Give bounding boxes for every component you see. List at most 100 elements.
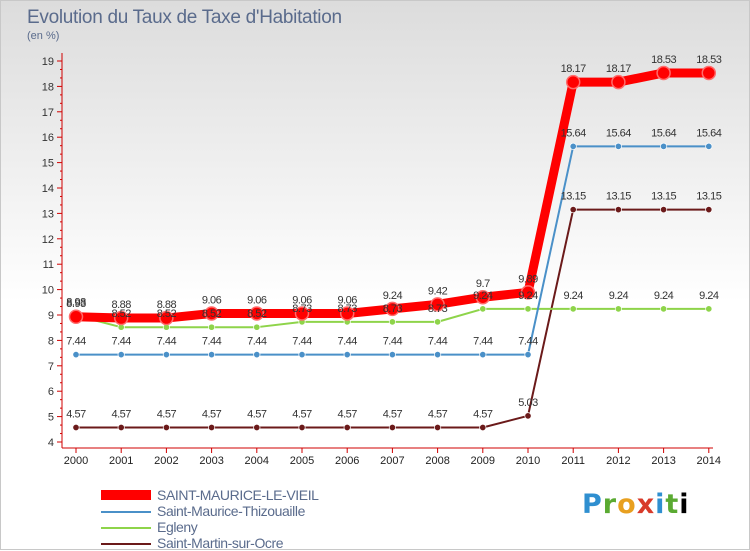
legend-swatch bbox=[101, 527, 151, 529]
data-point bbox=[208, 323, 216, 331]
data-point bbox=[339, 306, 355, 321]
data-label: 7.44 bbox=[337, 336, 357, 348]
y-tick-label: 9 bbox=[48, 310, 54, 322]
y-tick-label: 10 bbox=[42, 285, 54, 297]
data-point bbox=[162, 351, 170, 359]
data-label: 9.06 bbox=[247, 294, 267, 306]
x-tick-label: 2006 bbox=[335, 455, 359, 467]
data-point bbox=[430, 297, 445, 312]
data-point bbox=[117, 351, 125, 359]
data-label: 15.64 bbox=[651, 127, 676, 139]
x-tick-label: 2010 bbox=[516, 455, 540, 467]
data-label: 18.17 bbox=[561, 63, 586, 75]
data-point bbox=[72, 351, 80, 359]
data-label: 4.57 bbox=[157, 409, 177, 421]
y-tick-label: 19 bbox=[42, 56, 54, 68]
data-label: 5.03 bbox=[518, 397, 538, 409]
data-label: 9.42 bbox=[428, 285, 448, 297]
data-point bbox=[614, 142, 622, 150]
x-tick-label: 2004 bbox=[245, 455, 269, 467]
data-label: 4.57 bbox=[247, 409, 267, 421]
data-point bbox=[117, 423, 125, 432]
chart-title: Evolution du Taux de Taxe d'Habitation bbox=[27, 7, 342, 28]
x-tick-label: 2005 bbox=[290, 455, 314, 467]
data-label: 4.57 bbox=[66, 409, 86, 421]
data-point bbox=[113, 310, 129, 326]
data-point bbox=[388, 351, 396, 359]
data-label: 15.64 bbox=[606, 127, 631, 139]
data-label: 8.52 bbox=[247, 308, 267, 320]
data-point bbox=[253, 323, 261, 331]
data-point bbox=[611, 74, 626, 90]
data-label: 7.44 bbox=[247, 336, 267, 348]
y-tick-label: 7 bbox=[48, 361, 54, 373]
x-tick-label: 2011 bbox=[561, 455, 585, 467]
data-label: 8.98 bbox=[66, 297, 86, 309]
data-point bbox=[614, 305, 622, 313]
data-label: 4.57 bbox=[428, 409, 448, 421]
x-tick-label: 2013 bbox=[651, 455, 675, 467]
data-label: 15.64 bbox=[561, 127, 586, 139]
x-tick-label: 2007 bbox=[380, 455, 404, 467]
x-tick-label: 2014 bbox=[697, 455, 721, 467]
data-label: 9.89 bbox=[518, 273, 538, 285]
data-point bbox=[434, 318, 442, 326]
data-point bbox=[208, 423, 216, 432]
data-point bbox=[385, 301, 400, 317]
data-label: 9.06 bbox=[202, 294, 222, 306]
data-label: 4.57 bbox=[111, 409, 131, 421]
data-label: 8.73 bbox=[292, 303, 312, 315]
y-tick-label: 17 bbox=[42, 107, 54, 119]
data-label: 4.57 bbox=[473, 409, 493, 421]
data-point bbox=[524, 351, 532, 359]
data-label: 4.57 bbox=[337, 409, 357, 421]
data-label: 9.24 bbox=[654, 290, 674, 302]
data-label: 9.24 bbox=[473, 290, 493, 302]
data-point bbox=[705, 142, 713, 150]
data-point bbox=[660, 305, 668, 313]
legend-swatch bbox=[101, 490, 151, 500]
x-tick-label: 2000 bbox=[64, 455, 88, 467]
data-point bbox=[479, 423, 487, 432]
chart-subtitle: (en %) bbox=[27, 30, 60, 42]
data-label: 9.24 bbox=[609, 290, 629, 302]
data-point bbox=[343, 351, 351, 359]
data-label: 8.73 bbox=[383, 303, 403, 315]
y-tick-label: 11 bbox=[43, 259, 54, 271]
data-point bbox=[660, 142, 668, 150]
data-point bbox=[569, 206, 577, 214]
data-label: 8.52 bbox=[202, 308, 222, 320]
data-point bbox=[298, 423, 306, 432]
y-tick-label: 5 bbox=[48, 412, 54, 424]
data-label: 8.73 bbox=[337, 303, 357, 315]
data-label: 8.52 bbox=[111, 308, 131, 320]
x-tick-label: 2003 bbox=[199, 455, 223, 467]
data-point bbox=[253, 423, 261, 432]
x-tick-label: 2001 bbox=[109, 455, 133, 467]
y-tick-label: 15 bbox=[42, 158, 54, 170]
data-point bbox=[294, 306, 310, 321]
data-point bbox=[434, 423, 442, 432]
data-point bbox=[656, 65, 671, 81]
legend-label: SAINT-MAURICE-LE-VIEIL bbox=[157, 487, 319, 503]
data-label: 9.06 bbox=[292, 294, 312, 306]
data-point bbox=[162, 423, 170, 432]
data-point bbox=[159, 310, 174, 326]
data-label: 8.93 bbox=[66, 298, 86, 310]
data-point bbox=[479, 305, 487, 313]
data-point bbox=[479, 351, 487, 359]
data-point bbox=[475, 289, 491, 305]
data-point bbox=[388, 423, 396, 432]
data-point bbox=[434, 351, 442, 359]
data-point bbox=[701, 65, 717, 81]
data-label: 7.44 bbox=[202, 336, 222, 348]
data-point bbox=[524, 305, 532, 313]
data-label: 7.44 bbox=[473, 336, 493, 348]
y-tick-label: 14 bbox=[42, 183, 54, 195]
data-label: 8.88 bbox=[157, 299, 177, 311]
data-point bbox=[298, 351, 306, 359]
data-point bbox=[660, 206, 668, 214]
legend-label: Egleny bbox=[157, 519, 198, 535]
